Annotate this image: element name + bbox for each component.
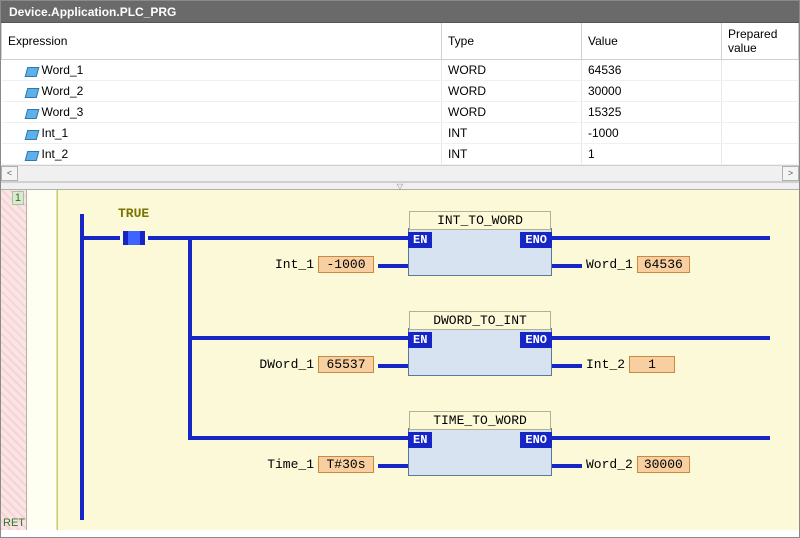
pin-eno: ENO [520, 432, 552, 448]
output-name: Int_2 [586, 357, 625, 372]
variable-prepared[interactable] [722, 60, 799, 81]
wire-horizontal [552, 336, 770, 340]
scroll-right-button[interactable]: > [782, 166, 799, 181]
variable-icon [26, 86, 38, 98]
variable-name: Int_2 [42, 147, 69, 161]
variable-watch-table: Expression Type Value Prepared value Wor… [1, 23, 799, 165]
wire-horizontal [378, 464, 408, 468]
window-title: Device.Application.PLC_PRG [1, 1, 799, 23]
wire-horizontal [378, 264, 408, 268]
variable-name: Word_3 [42, 105, 84, 119]
pin-eno: ENO [520, 332, 552, 348]
output-terminal[interactable]: Int_2 1 [586, 356, 675, 373]
variable-prepared[interactable] [722, 102, 799, 123]
network-number: 1 [12, 191, 24, 205]
pin-en: EN [408, 232, 432, 248]
variable-type: WORD [442, 60, 582, 81]
input-value: T#30s [318, 456, 374, 473]
function-block[interactable]: DWORD_TO_INTENENO [408, 328, 552, 376]
contact-label: TRUE [118, 206, 149, 221]
variable-row[interactable]: Word_2 WORD30000 [2, 81, 799, 102]
col-value[interactable]: Value [582, 23, 722, 60]
wire-horizontal [80, 236, 120, 240]
left-power-rail [80, 214, 84, 520]
variable-icon [26, 65, 38, 77]
input-terminal[interactable]: Time_1 T#30s [224, 456, 374, 473]
output-name: Word_2 [586, 457, 633, 472]
variable-value[interactable]: 15325 [582, 102, 722, 123]
variable-value[interactable]: 1 [582, 144, 722, 165]
wire-horizontal [148, 236, 192, 240]
contact[interactable] [120, 224, 148, 250]
function-block[interactable]: TIME_TO_WORDENENO [408, 428, 552, 476]
variable-type: WORD [442, 81, 582, 102]
variable-icon [26, 107, 38, 119]
variable-row[interactable]: Int_1 INT-1000 [2, 123, 799, 144]
variable-row[interactable]: Int_2 INT1 [2, 144, 799, 165]
wire-horizontal [378, 364, 408, 368]
output-value: 64536 [637, 256, 690, 273]
wire-horizontal [188, 436, 408, 440]
variable-prepared[interactable] [722, 81, 799, 102]
input-terminal[interactable]: DWord_1 65537 [224, 356, 374, 373]
pin-en: EN [408, 332, 432, 348]
input-name: Time_1 [267, 457, 314, 472]
pin-eno: ENO [520, 232, 552, 248]
table-header-row: Expression Type Value Prepared value [2, 23, 799, 60]
output-terminal[interactable]: Word_1 64536 [586, 256, 690, 273]
ladder-diagram-area[interactable]: 1 RET TRUE INT_TO_WORD EN ENO Int_1 -1000 Word… [1, 190, 799, 530]
variable-type: INT [442, 144, 582, 165]
wire-horizontal [552, 236, 770, 240]
col-prepared[interactable]: Prepared value [722, 23, 799, 60]
variable-icon [26, 128, 38, 140]
variable-value[interactable]: 30000 [582, 81, 722, 102]
variable-prepared[interactable] [722, 123, 799, 144]
output-name: Word_1 [586, 257, 633, 272]
variable-type: INT [442, 123, 582, 144]
scroll-left-button[interactable]: < [1, 166, 18, 181]
function-block[interactable]: INT_TO_WORDENENO [408, 228, 552, 276]
variable-type: WORD [442, 102, 582, 123]
wire-horizontal [552, 436, 770, 440]
output-terminal[interactable]: Word_2 30000 [586, 456, 690, 473]
variable-row[interactable]: Word_1 WORD64536 [2, 60, 799, 81]
input-name: Int_1 [275, 257, 314, 272]
variable-name: Word_1 [42, 63, 84, 77]
vertical-splitter[interactable]: ▽ [1, 182, 799, 190]
variable-row[interactable]: Word_3 WORD15325 [2, 102, 799, 123]
output-value: 1 [629, 356, 675, 373]
wire-horizontal [552, 464, 582, 468]
block-title: DWORD_TO_INT [409, 311, 551, 330]
variable-icon [26, 149, 38, 161]
variable-value[interactable]: 64536 [582, 60, 722, 81]
title-text: Device.Application.PLC_PRG [9, 5, 176, 19]
plc-editor-window: Device.Application.PLC_PRG Expression Ty… [0, 0, 800, 538]
wire-horizontal [188, 336, 408, 340]
wire-horizontal [552, 264, 582, 268]
input-value: -1000 [318, 256, 374, 273]
network-gutter: 1 RET [1, 190, 27, 530]
col-type[interactable]: Type [442, 23, 582, 60]
pin-en: EN [408, 432, 432, 448]
variable-name: Int_1 [42, 126, 69, 140]
variable-value[interactable]: -1000 [582, 123, 722, 144]
ret-label: RET [2, 517, 26, 529]
variable-name: Word_2 [42, 84, 84, 98]
col-expression[interactable]: Expression [2, 23, 442, 60]
input-terminal[interactable]: Int_1 -1000 [224, 256, 374, 273]
input-name: DWord_1 [259, 357, 314, 372]
wire-horizontal [188, 236, 408, 240]
horizontal-scrollbar[interactable]: < > [1, 165, 799, 182]
canvas-left-margin [27, 190, 57, 530]
variable-prepared[interactable] [722, 144, 799, 165]
input-value: 65537 [318, 356, 374, 373]
wire-horizontal [552, 364, 582, 368]
block-title: TIME_TO_WORD [409, 411, 551, 430]
block-title: INT_TO_WORD [409, 211, 551, 230]
fbd-canvas[interactable]: TRUE INT_TO_WORD EN ENO Int_1 -1000 Word_1 6453… [57, 190, 799, 530]
output-value: 30000 [637, 456, 690, 473]
